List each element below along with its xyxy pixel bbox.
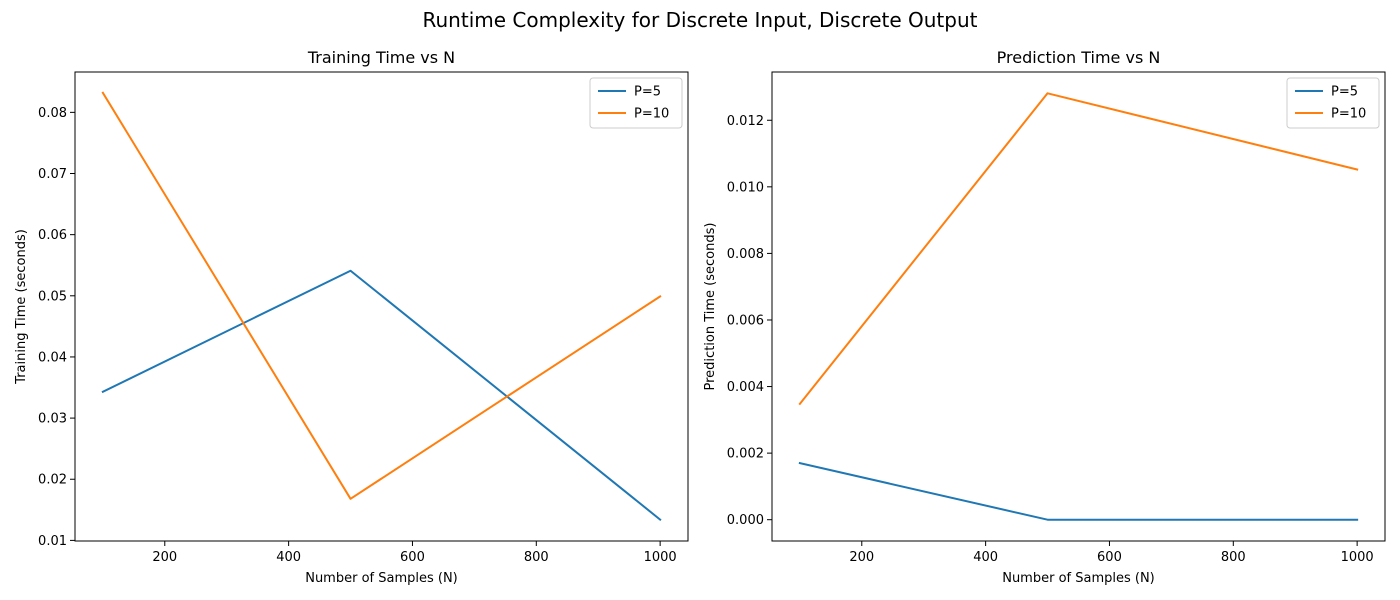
series-line-p-10 [798,92,1359,406]
prediction-time-chart: Prediction Time vs N 200 400 600 800 1000 0.00… [703,48,1386,586]
legend: P=5 P=10 [589,77,683,129]
y-tick-label: 0.06 [38,228,67,243]
x-tick-label: 600 [400,550,425,565]
series-line-p-10 [101,91,662,500]
y-tick-label: 0.04 [38,350,67,365]
series-line-p-5 [798,461,1359,521]
y-tick-label: 0.03 [38,412,67,427]
y-tick-label: 0.07 [38,167,67,182]
y-tick-label: 0.008 [727,247,764,262]
y-tick-label: 0.004 [727,380,764,395]
y-tick-label: 0.002 [727,447,764,462]
y-tick-label: 0.01 [38,534,67,549]
y-tick-label: 0.000 [727,513,764,528]
y-tick-label: 0.012 [727,114,764,129]
x-tick-label: 400 [973,550,998,565]
training-time-chart: Training Time vs N 200 400 600 800 1000 0.01 0.… [14,48,689,586]
y-tick-label: 0.08 [38,106,67,121]
legend-label: P=10 [1331,107,1366,122]
plot-frame [771,71,1386,542]
y-tick-label: 0.02 [38,473,67,488]
legend-label: P=5 [634,85,661,100]
plot-frame [74,71,689,542]
x-tick-label: 800 [1221,550,1246,565]
x-tick-label: 600 [1097,550,1122,565]
legend-label: P=10 [634,107,669,122]
x-tick-label: 800 [524,550,549,565]
x-tick-label: 1000 [1341,550,1374,565]
legend-label: P=5 [1331,85,1358,100]
y-tick-label: 0.006 [727,313,764,328]
x-tick-label: 1000 [644,550,677,565]
x-axis-label: Number of Samples (N) [305,571,458,586]
chart-title: Training Time vs N [307,48,455,67]
y-tick-label: 0.05 [38,289,67,304]
legend: P=5 P=10 [1286,77,1380,129]
y-axis-label: Prediction Time (seconds) [703,223,718,391]
series-line-p-5 [101,269,662,522]
x-axis-label: Number of Samples (N) [1002,571,1155,586]
x-tick-label: 400 [276,550,301,565]
figure-title: Runtime Complexity for Discrete Input, D… [423,8,978,32]
x-tick-label: 200 [849,550,874,565]
x-tick-label: 200 [152,550,177,565]
chart-title: Prediction Time vs N [997,48,1161,67]
y-tick-label: 0.010 [727,180,764,195]
y-axis-label: Training Time (seconds) [14,229,29,385]
